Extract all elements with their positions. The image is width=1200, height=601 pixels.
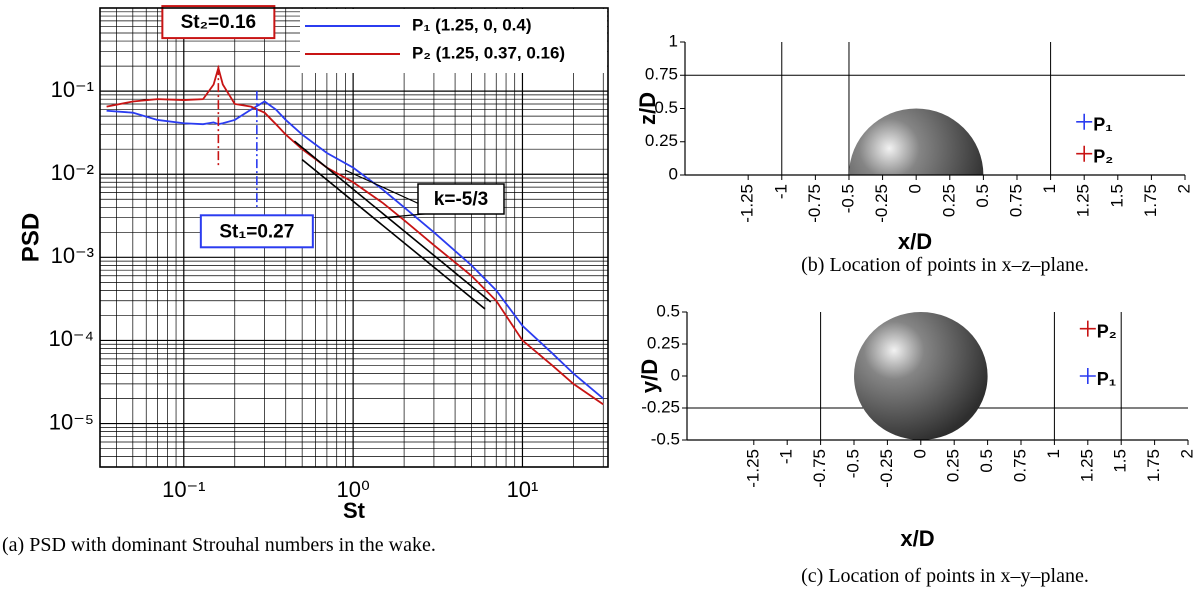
y-tick-label: 1 — [669, 31, 678, 50]
point-label: P₂ — [1093, 146, 1113, 166]
x-tick-label: 10⁰ — [336, 477, 369, 502]
x-axis-label: x/D — [898, 229, 932, 254]
x-tick-label: 0 — [910, 449, 929, 458]
x-tick-label: 1.5 — [1107, 184, 1126, 208]
x-tick-label: 2 — [1174, 184, 1193, 193]
x-tick-label: 1 — [1040, 184, 1059, 193]
reference-line — [301, 158, 486, 310]
y-tick-label: 10⁻² — [51, 160, 94, 185]
x-tick-label: -1.25 — [743, 449, 762, 488]
y-tick-label: 0.5 — [656, 301, 680, 320]
y-axis-label: PSD — [17, 213, 44, 262]
point — [1076, 113, 1093, 130]
x-tick-label: -1 — [777, 449, 796, 464]
legend-box — [300, 9, 607, 73]
y-tick-label: -0.5 — [651, 429, 680, 448]
point — [1076, 145, 1093, 162]
x-tick-label: -0.5 — [838, 184, 857, 213]
x-tick-label: -1 — [771, 184, 790, 199]
marker-label: St₁=0.27 — [219, 221, 294, 242]
x-tick-label: -0.75 — [810, 449, 829, 488]
caption: (b) Location of points in x–z–plane. — [801, 254, 1089, 276]
y-axis-label: y/D — [637, 359, 662, 393]
y-tick-label: -0.25 — [641, 397, 680, 416]
y-tick-label: 0 — [669, 164, 678, 183]
x-tick-label: 0.5 — [973, 184, 992, 208]
y-tick-label: 0.5 — [654, 98, 678, 117]
x-tick-label: 0.75 — [1006, 184, 1025, 217]
y-tick-label: 0.25 — [645, 131, 678, 150]
plot-area — [106, 64, 604, 406]
series-line — [106, 100, 604, 400]
x-tick-label: 1.25 — [1077, 449, 1096, 482]
annotation-box — [417, 183, 505, 215]
marker-label-box — [161, 5, 276, 40]
point — [1079, 368, 1096, 384]
y-tick-label: 10⁻³ — [51, 243, 94, 268]
x-tick-label: 1 — [1044, 449, 1063, 458]
annotation: k=-5/3 — [434, 189, 488, 210]
x-axis-label: St — [343, 498, 366, 523]
legend-label: P₁ (1.25, 0, 0.4) — [412, 15, 531, 34]
x-tick-label: 0.75 — [1010, 449, 1029, 482]
x-tick-label: 0 — [906, 184, 925, 193]
x-tick-label: -0.75 — [805, 184, 824, 223]
point-label: P₂ — [1097, 321, 1117, 341]
y-tick-label: 10⁻⁴ — [48, 326, 94, 351]
x-tick-label: 1.75 — [1141, 184, 1160, 217]
x-tick-label: 10¹ — [507, 477, 539, 502]
y-tick-label: 0 — [671, 365, 680, 384]
x-tick-label: 0.25 — [939, 184, 958, 217]
x-tick-label: 1.75 — [1144, 449, 1163, 482]
x-tick-label: 1.25 — [1074, 184, 1093, 217]
x-tick-label: 2 — [1177, 449, 1196, 458]
y-tick-label: 10⁻⁵ — [49, 409, 94, 434]
x-tick-label: 10⁻¹ — [162, 477, 205, 502]
legend-label: P₂ (1.25, 0.37, 0.16) — [412, 43, 565, 62]
sphere — [854, 312, 988, 440]
x-tick-label: -0.5 — [843, 449, 862, 478]
point-label: P₁ — [1097, 369, 1116, 389]
x-tick-label: -0.25 — [877, 449, 896, 488]
series-line — [106, 64, 604, 406]
x-axis-label: x/D — [900, 526, 934, 551]
x-tick-label: 0.25 — [944, 449, 963, 482]
marker-label: St₂=0.16 — [181, 12, 257, 33]
point-label: P₁ — [1093, 115, 1112, 135]
reference-line — [293, 140, 492, 303]
x-tick-label: 1.5 — [1111, 449, 1130, 473]
y-tick-label: 0.75 — [645, 65, 678, 84]
plot-frame — [99, 7, 609, 468]
x-tick-label: 0.5 — [977, 449, 996, 473]
sphere — [848, 108, 984, 175]
y-tick-label: 10⁻¹ — [51, 77, 94, 102]
caption: (a) PSD with dominant Strouhal numbers i… — [2, 534, 436, 556]
caption: (c) Location of points in x–y–plane. — [801, 565, 1089, 587]
y-tick-label: 0.25 — [647, 333, 680, 352]
y-axis-label: z/D — [635, 92, 660, 125]
marker-label-box — [199, 214, 314, 249]
x-tick-label: -0.25 — [872, 184, 891, 223]
x-tick-label: -1.25 — [738, 184, 757, 223]
point — [1079, 320, 1096, 337]
